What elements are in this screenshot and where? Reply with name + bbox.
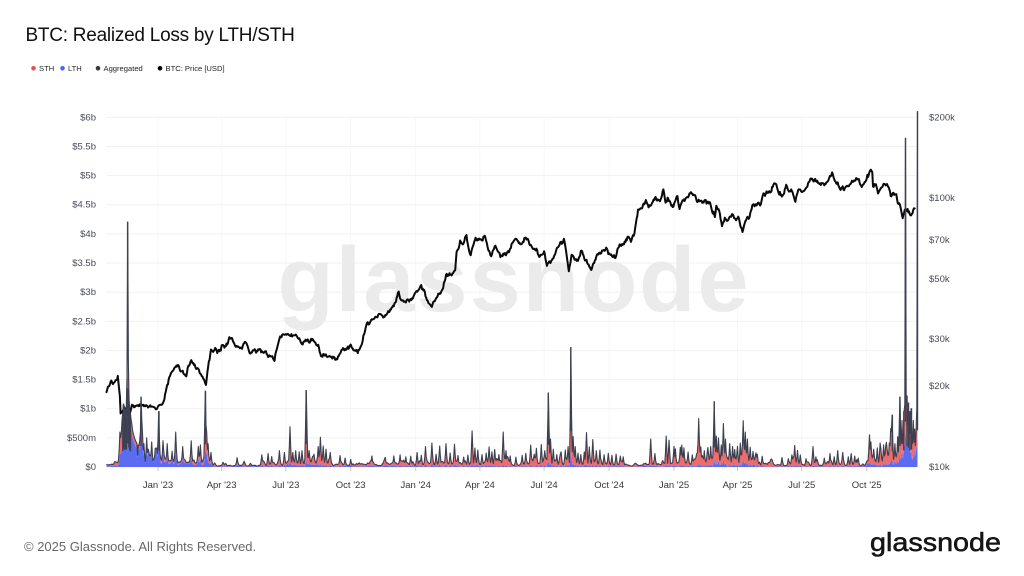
svg-text:Jul '23: Jul '23 [272,480,299,491]
svg-text:$30k: $30k [929,334,950,345]
svg-text:$6b: $6b [80,112,96,123]
svg-text:glassnode: glassnode [277,229,750,331]
svg-text:Jul '25: Jul '25 [788,480,815,491]
svg-text:Jan '25: Jan '25 [659,480,689,491]
svg-text:$3.5b: $3.5b [72,258,96,269]
svg-text:$1.5b: $1.5b [72,375,96,386]
svg-text:© 2025 Glassnode. All Rights R: © 2025 Glassnode. All Rights Reserved. [24,539,256,554]
svg-text:$500m: $500m [67,433,96,444]
svg-text:Jan '24: Jan '24 [401,480,431,491]
svg-text:$4.5b: $4.5b [72,200,96,211]
svg-text:$5.5b: $5.5b [72,141,96,152]
svg-text:$10k: $10k [929,462,950,473]
svg-text:$2.5b: $2.5b [72,316,96,327]
svg-text:BTC: Price [USD]: BTC: Price [USD] [166,64,225,73]
svg-text:$200k: $200k [929,112,955,123]
svg-text:Apr '24: Apr '24 [465,480,495,491]
svg-text:$50k: $50k [929,274,950,285]
svg-text:STH: STH [39,64,54,73]
svg-text:Oct '24: Oct '24 [594,480,624,491]
svg-text:$100k: $100k [929,193,955,204]
svg-text:$4b: $4b [80,229,96,240]
svg-text:$0: $0 [85,462,96,473]
svg-text:$20k: $20k [929,381,950,392]
svg-text:$3b: $3b [80,287,96,298]
svg-text:Aggregated: Aggregated [104,64,143,73]
svg-text:Jul '24: Jul '24 [531,480,558,491]
svg-text:$70k: $70k [929,235,950,246]
svg-text:$2b: $2b [80,345,96,356]
svg-text:LTH: LTH [68,64,82,73]
svg-text:Oct '25: Oct '25 [852,480,882,491]
svg-text:Jan '23: Jan '23 [143,480,173,491]
svg-text:$5b: $5b [80,171,96,182]
svg-text:BTC: Realized Loss by LTH/STH: BTC: Realized Loss by LTH/STH [26,25,295,46]
svg-text:$1b: $1b [80,404,96,415]
svg-text:Apr '25: Apr '25 [723,480,753,491]
svg-text:Apr '23: Apr '23 [207,480,237,491]
svg-text:glassnode: glassnode [870,527,1001,557]
svg-text:Oct '23: Oct '23 [336,480,366,491]
